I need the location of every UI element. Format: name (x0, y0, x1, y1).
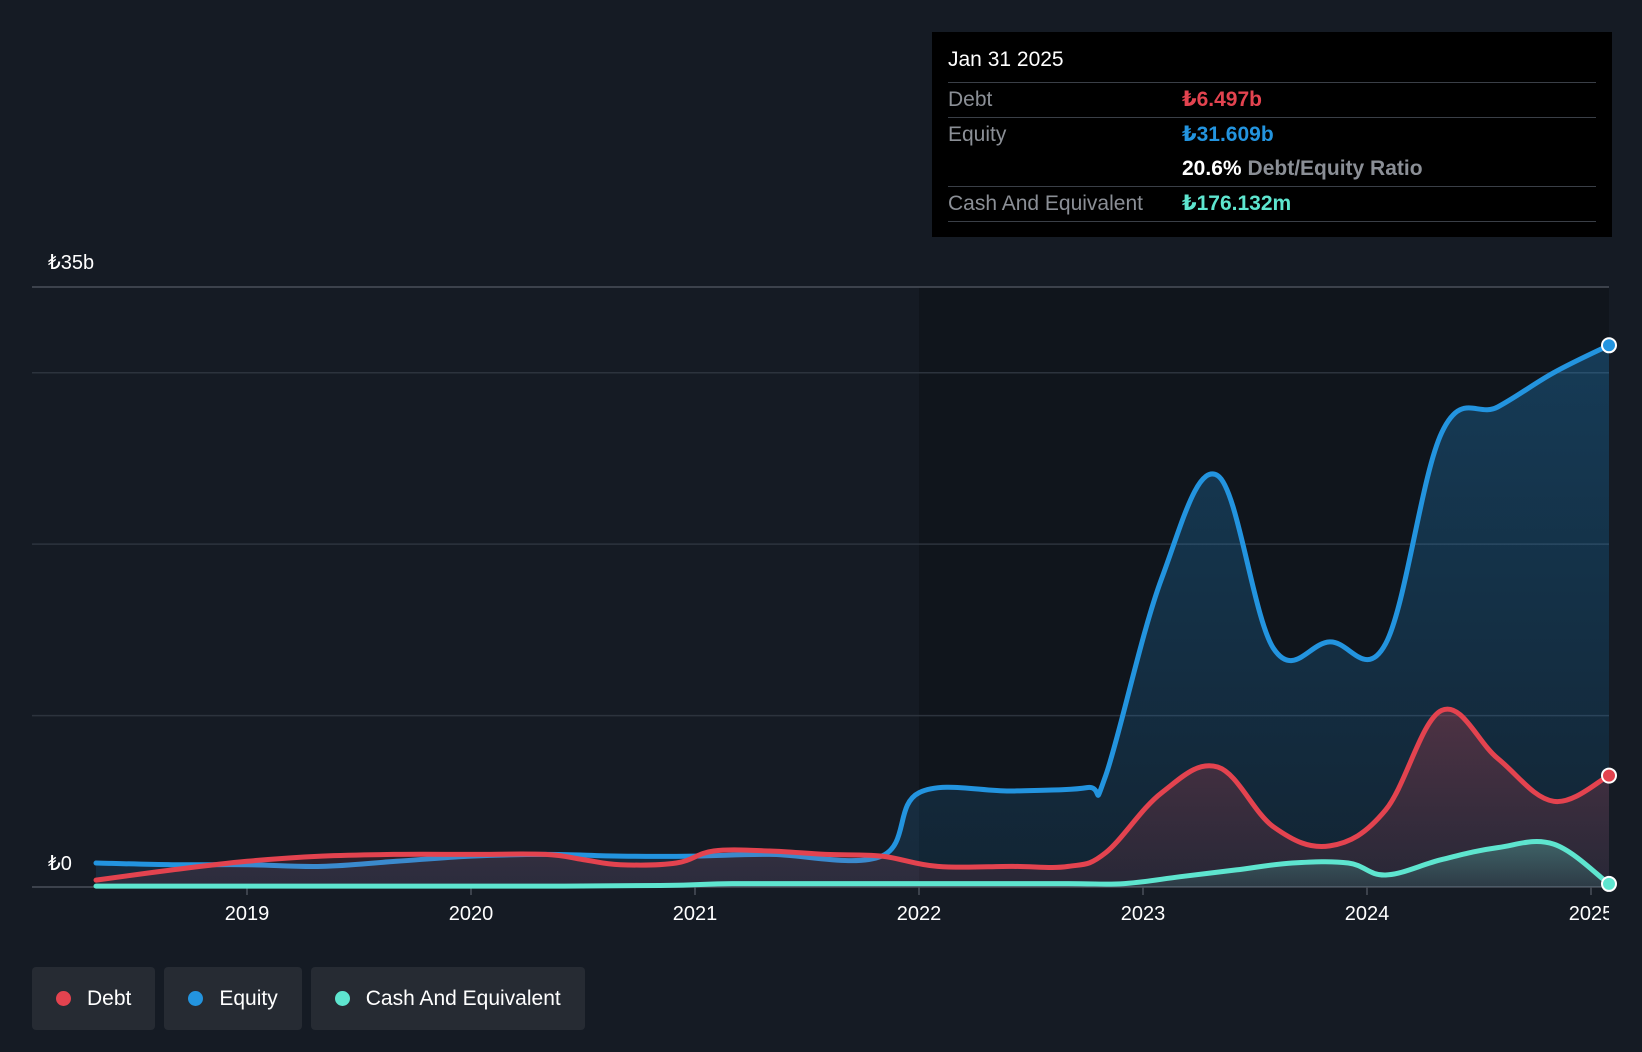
legend-item-debt[interactable]: Debt (32, 967, 156, 1030)
x-tick-label: 2023 (1121, 903, 1166, 925)
series-group (93, 342, 1609, 889)
legend-equity-dot-icon (188, 991, 204, 1006)
tooltip-debt-value: ₺6.497b (1182, 88, 1262, 111)
series-cash-line (93, 839, 1609, 889)
chart-legend: Debt Equity Cash And Equivalent (32, 967, 585, 1030)
legend-item-equity[interactable]: Equity (164, 967, 302, 1030)
tooltip-ratio: 20.6% Debt/Equity Ratio (1182, 152, 1423, 186)
tooltip-debt-row: Debt ₺6.497b (948, 83, 1596, 118)
tooltip-equity-value: ₺31.609b (1182, 123, 1274, 146)
series-equity-endpoint (1601, 337, 1617, 354)
legend-equity-label: Equity (219, 986, 278, 1010)
x-tick-label: 2022 (897, 903, 942, 925)
tooltip-ratio-label: Debt/Equity Ratio (1247, 157, 1423, 180)
tooltip-cash-label: Cash And Equivalent (948, 192, 1143, 215)
x-tick-label: 2025 (1569, 903, 1614, 925)
series-cash-endpoint (1601, 875, 1617, 892)
y-axis-max-label: ₺35b (48, 252, 95, 274)
data-tooltip: Jan 31 2025 Debt ₺6.497b Equity ₺31.609b… (932, 32, 1612, 237)
y-axis-min-label: ₺0 (48, 853, 72, 875)
x-tick-label: 2019 (225, 903, 270, 925)
tooltip-debt-label: Debt (948, 88, 993, 111)
tooltip-cash-value: ₺176.132m (1182, 192, 1292, 215)
legend-cash-dot-icon (334, 991, 350, 1006)
tooltip-equity-row: Equity ₺31.609b (948, 118, 1596, 152)
x-tick-label: 2024 (1345, 903, 1390, 925)
series-debt-endpoint (1601, 767, 1617, 784)
legend-item-cash[interactable]: Cash And Equivalent (310, 967, 585, 1030)
series-debt-area (96, 709, 1609, 887)
x-tick-label: 2020 (449, 903, 494, 925)
series-equity-area (96, 345, 1609, 887)
series-debt-line (93, 706, 1609, 883)
tooltip-ratio-row: 20.6% Debt/Equity Ratio (948, 152, 1596, 187)
tooltip-equity-label: Equity (948, 123, 1007, 146)
series-cash-area (96, 841, 1609, 887)
legend-debt-label: Debt (87, 986, 132, 1010)
legend-debt-dot-icon (56, 991, 71, 1006)
tooltip-date: Jan 31 2025 (948, 32, 1596, 83)
tooltip-ratio-value: 20.6% (1182, 157, 1242, 180)
legend-cash-label: Cash And Equivalent (365, 986, 561, 1010)
x-tick-label: 2021 (673, 903, 718, 925)
tooltip-cash-row: Cash And Equivalent ₺176.132m (948, 187, 1596, 222)
